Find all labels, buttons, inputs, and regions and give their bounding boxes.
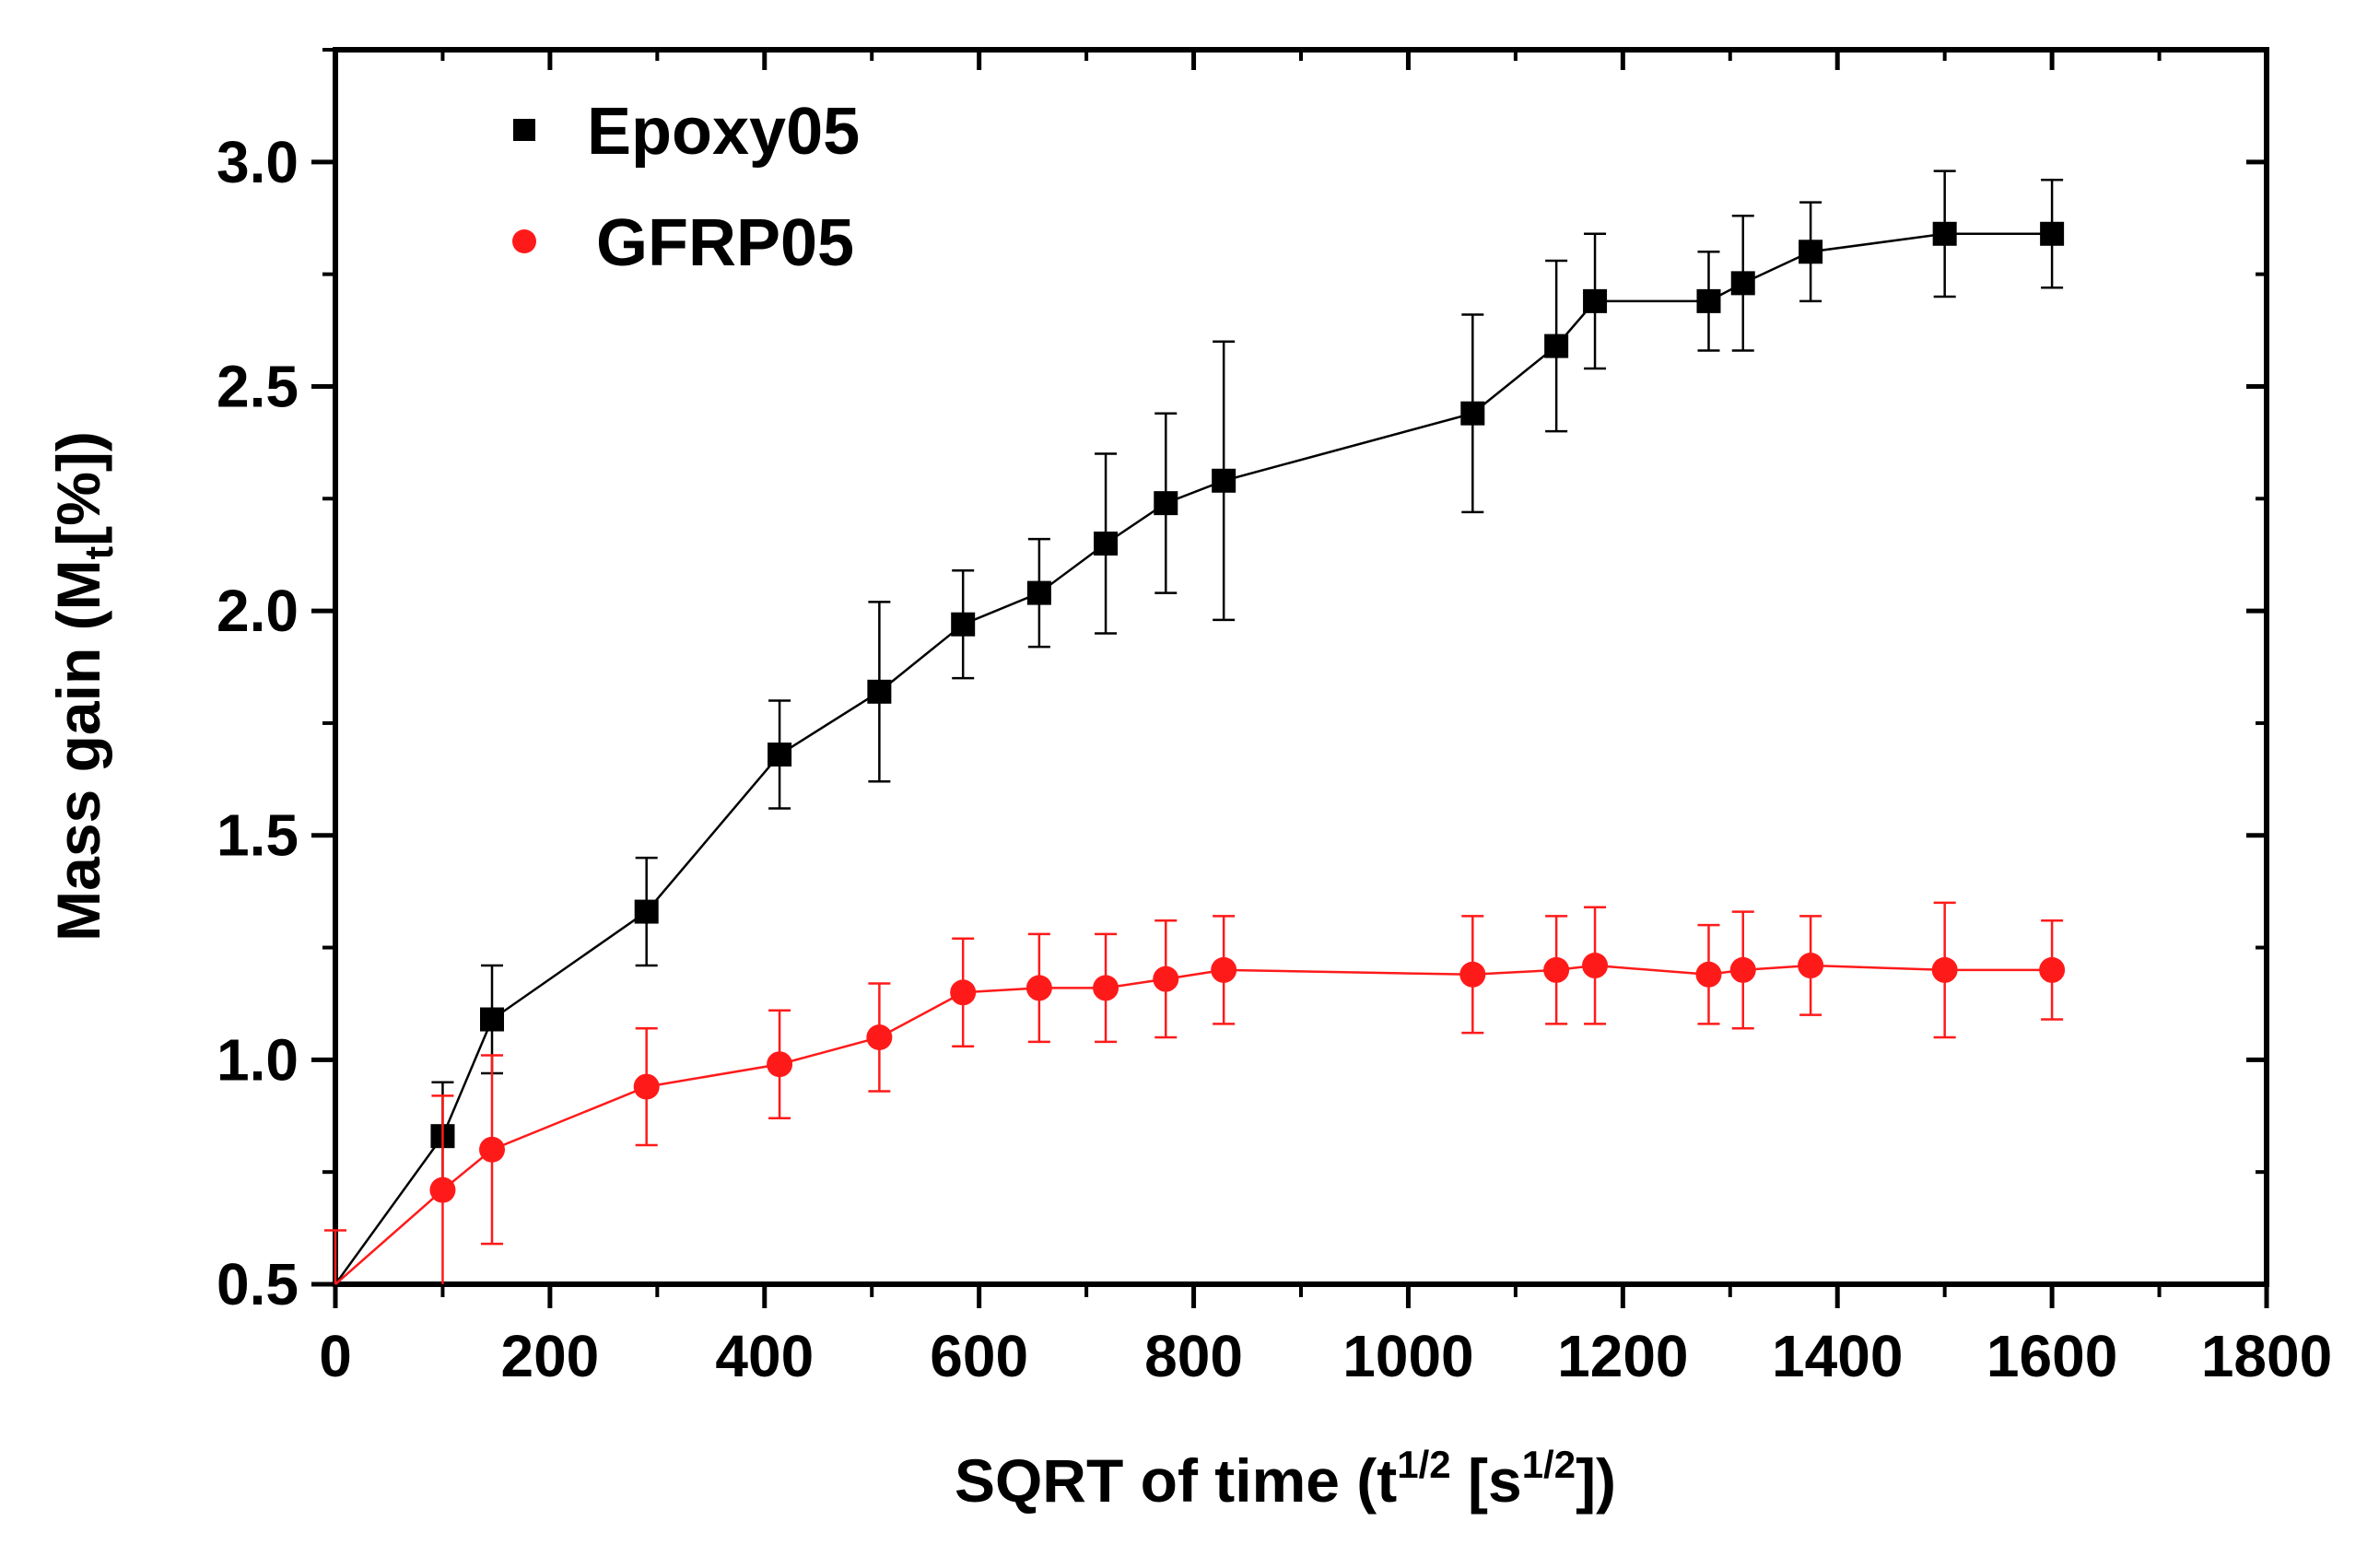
data-point-gfrp05: [1093, 975, 1119, 1001]
x-tick-label: 1400: [1772, 1323, 1903, 1389]
x-axis-label-main: SQRT of time (t: [955, 1446, 1397, 1515]
series-line-gfrp05: [334, 964, 2053, 1285]
data-point-gfrp05: [633, 1073, 660, 1100]
data-point-gfrp05: [1798, 953, 1824, 979]
data-point-epoxy05: [1154, 491, 1178, 516]
series-layer: [324, 170, 2066, 1285]
x-tick-label: 1200: [1557, 1323, 1688, 1389]
data-point-gfrp05: [1543, 956, 1570, 983]
legend-marker-gfrp05: [512, 229, 536, 253]
data-point-epoxy05: [1460, 401, 1485, 426]
y-tick-label: 2.5: [217, 353, 299, 419]
x-axis-label: SQRT of time (t1/2 [s1/2]): [955, 1443, 1616, 1515]
x-axis-label-sup2: 1/2: [1522, 1443, 1576, 1486]
data-point-epoxy05: [1730, 271, 1755, 296]
data-point-gfrp05: [479, 1136, 506, 1163]
series-epoxy05: [334, 170, 2065, 1285]
axes: 0 200 400 600 800 1000 1200 1400 1600 1800 0.5 1.0 1…: [217, 47, 2332, 1389]
data-point-gfrp05: [1211, 956, 1237, 983]
x-tick-label: 0: [319, 1323, 352, 1389]
series-line-epoxy05: [334, 232, 2053, 1285]
x-axis-label-mid: [s: [1451, 1446, 1522, 1515]
y-axis-label-sub: t: [76, 545, 122, 559]
data-point-gfrp05: [1931, 956, 1958, 983]
data-point-epoxy05: [951, 612, 976, 637]
y-tick-label: 0.5: [217, 1251, 299, 1317]
y-axis-label-end: [%]): [44, 431, 112, 546]
x-tick-label: 600: [930, 1323, 1028, 1389]
data-point-gfrp05: [1582, 953, 1609, 979]
data-point-epoxy05: [480, 1007, 505, 1032]
y-tick-label: 2.0: [217, 578, 299, 644]
legend: Epoxy05 GFRP05: [512, 95, 860, 280]
data-point-gfrp05: [866, 1024, 893, 1050]
y-tick-label: 3.0: [217, 129, 299, 195]
legend-marker-epoxy05: [513, 119, 535, 141]
data-point-epoxy05: [1799, 240, 1823, 264]
data-point-gfrp05: [2039, 956, 2066, 983]
series-gfrp05: [324, 901, 2066, 1285]
y-axis-label: Mass gain (Mt[%]): [44, 431, 122, 942]
data-point-epoxy05: [1212, 468, 1236, 493]
data-point-epoxy05: [867, 679, 892, 704]
data-point-gfrp05: [950, 979, 977, 1006]
x-tick-label: 200: [500, 1323, 599, 1389]
x-axis-label-sup1: 1/2: [1397, 1443, 1450, 1486]
data-point-gfrp05: [1695, 961, 1722, 988]
x-tick-label: 400: [715, 1323, 814, 1389]
data-point-gfrp05: [1025, 975, 1052, 1001]
data-point-epoxy05: [1932, 221, 1957, 246]
data-point-epoxy05: [1544, 333, 1569, 358]
x-tick-label: 1600: [1986, 1323, 2117, 1389]
y-axis-label-main: Mass gain (M: [44, 559, 112, 941]
data-point-epoxy05: [768, 743, 792, 767]
y-tick-label: 1.5: [217, 802, 299, 869]
data-point-epoxy05: [1026, 580, 1051, 605]
data-point-epoxy05: [1583, 288, 1608, 313]
data-point-gfrp05: [1729, 956, 1756, 983]
data-point-epoxy05: [1696, 288, 1721, 313]
x-axis-label-end: ]): [1576, 1446, 1616, 1515]
data-point-gfrp05: [429, 1176, 456, 1203]
data-point-epoxy05: [1094, 532, 1119, 556]
x-tick-label: 1000: [1342, 1323, 1473, 1389]
data-point-epoxy05: [2040, 221, 2065, 246]
data-point-epoxy05: [634, 899, 659, 924]
data-point-gfrp05: [1153, 965, 1179, 992]
data-point-gfrp05: [1459, 961, 1486, 988]
x-tick-label: 1800: [2201, 1323, 2332, 1389]
y-tick-label: 1.0: [217, 1026, 299, 1093]
legend-label-epoxy05: Epoxy05: [587, 95, 860, 169]
x-tick-label: 800: [1144, 1323, 1243, 1389]
data-point-gfrp05: [767, 1051, 793, 1078]
legend-label-gfrp05: GFRP05: [596, 206, 854, 280]
